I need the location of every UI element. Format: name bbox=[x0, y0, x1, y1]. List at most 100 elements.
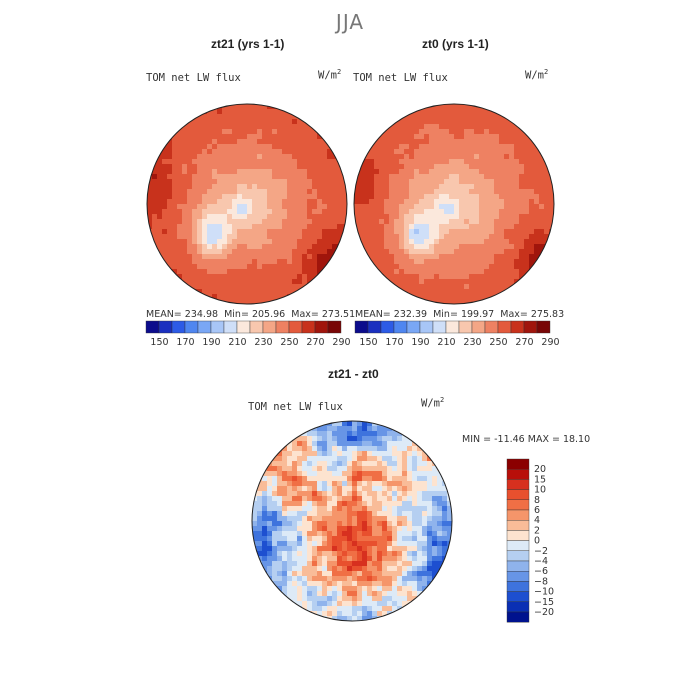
field-cell bbox=[242, 299, 248, 304]
field-cell bbox=[459, 169, 465, 175]
field-cell bbox=[514, 224, 520, 230]
field-cell bbox=[347, 576, 353, 582]
field-cell bbox=[237, 274, 243, 280]
field-cell bbox=[317, 536, 323, 542]
field-cell bbox=[357, 581, 363, 587]
field-cell bbox=[332, 531, 338, 537]
field-cell bbox=[357, 591, 363, 597]
field-cell bbox=[392, 536, 398, 542]
field-cell bbox=[362, 461, 368, 467]
field-cell bbox=[272, 284, 278, 290]
field-cell bbox=[267, 209, 273, 215]
field-cell bbox=[379, 259, 385, 265]
colorbar-tick-label: −8 bbox=[534, 576, 548, 587]
field-cell bbox=[352, 586, 358, 592]
field-cell bbox=[417, 506, 423, 512]
field-cell bbox=[177, 209, 183, 215]
field-cell bbox=[367, 581, 373, 587]
field-cell bbox=[442, 526, 448, 532]
field-cell bbox=[427, 486, 433, 492]
field-cell bbox=[439, 184, 445, 190]
field-cell bbox=[392, 471, 398, 477]
field-cell bbox=[377, 581, 383, 587]
field-cell bbox=[382, 431, 388, 437]
field-cell bbox=[427, 476, 433, 482]
field-cell bbox=[539, 209, 545, 215]
field-cell bbox=[499, 179, 505, 185]
field-cell bbox=[232, 144, 238, 150]
field-cell bbox=[217, 224, 223, 230]
field-cell bbox=[227, 294, 233, 300]
field-cell bbox=[469, 279, 475, 285]
field-cell bbox=[312, 476, 318, 482]
field-cell bbox=[322, 556, 328, 562]
field-cell bbox=[182, 229, 188, 235]
field-cell bbox=[479, 239, 485, 245]
field-cell bbox=[419, 204, 425, 210]
field-cell bbox=[469, 274, 475, 280]
field-cell bbox=[387, 556, 393, 562]
field-cell bbox=[412, 511, 418, 517]
field-cell bbox=[212, 164, 218, 170]
field-cell bbox=[297, 229, 303, 235]
field-cell bbox=[412, 591, 418, 597]
field-cell bbox=[412, 481, 418, 487]
field-cell bbox=[227, 169, 233, 175]
field-cell bbox=[317, 144, 323, 150]
field-cell bbox=[412, 546, 418, 552]
field-cell bbox=[529, 159, 535, 165]
field-cell bbox=[432, 541, 438, 547]
field-cell bbox=[352, 451, 358, 457]
field-cell bbox=[202, 144, 208, 150]
field-cell bbox=[207, 234, 213, 240]
field-cell bbox=[479, 194, 485, 200]
field-cell bbox=[504, 134, 510, 140]
field-cell bbox=[177, 239, 183, 245]
field-cell bbox=[327, 571, 333, 577]
field-cell bbox=[247, 229, 253, 235]
colorbar-swatch bbox=[506, 571, 530, 582]
field-cell bbox=[312, 466, 318, 472]
field-cell bbox=[327, 581, 333, 587]
field-cell bbox=[397, 561, 403, 567]
field-cell bbox=[262, 481, 268, 487]
field-cell bbox=[369, 204, 375, 210]
field-cell bbox=[342, 209, 347, 215]
field-cell bbox=[449, 104, 455, 110]
field-cell bbox=[474, 294, 480, 300]
field-cell bbox=[439, 234, 445, 240]
field-cell bbox=[237, 229, 243, 235]
field-cell bbox=[282, 501, 288, 507]
field-cell bbox=[412, 491, 418, 497]
field-cell bbox=[544, 219, 550, 225]
field-cell bbox=[379, 189, 385, 195]
field-cell bbox=[392, 531, 398, 537]
field-cell bbox=[182, 249, 188, 255]
field-cell bbox=[342, 451, 348, 457]
field-cell bbox=[327, 476, 333, 482]
field-cell bbox=[187, 179, 193, 185]
field-cell bbox=[312, 536, 318, 542]
field-cell bbox=[387, 506, 393, 512]
field-cell bbox=[474, 249, 480, 255]
field-cell bbox=[399, 274, 405, 280]
field-cell bbox=[437, 556, 443, 562]
field-cell bbox=[352, 491, 358, 497]
field-cell bbox=[292, 199, 298, 205]
field-cell bbox=[427, 511, 433, 517]
field-cell bbox=[292, 491, 298, 497]
field-cell bbox=[534, 234, 540, 240]
field-cell bbox=[312, 229, 318, 235]
field-cell bbox=[369, 184, 375, 190]
field-cell bbox=[464, 294, 470, 300]
field-cell bbox=[414, 204, 420, 210]
field-cell bbox=[297, 591, 303, 597]
field-cell bbox=[322, 586, 328, 592]
field-cell bbox=[307, 561, 313, 567]
field-cell bbox=[479, 144, 485, 150]
field-cell bbox=[352, 461, 358, 467]
field-cell bbox=[222, 234, 228, 240]
field-cell bbox=[414, 124, 420, 130]
field-cell bbox=[167, 259, 173, 265]
field-cell bbox=[192, 274, 198, 280]
